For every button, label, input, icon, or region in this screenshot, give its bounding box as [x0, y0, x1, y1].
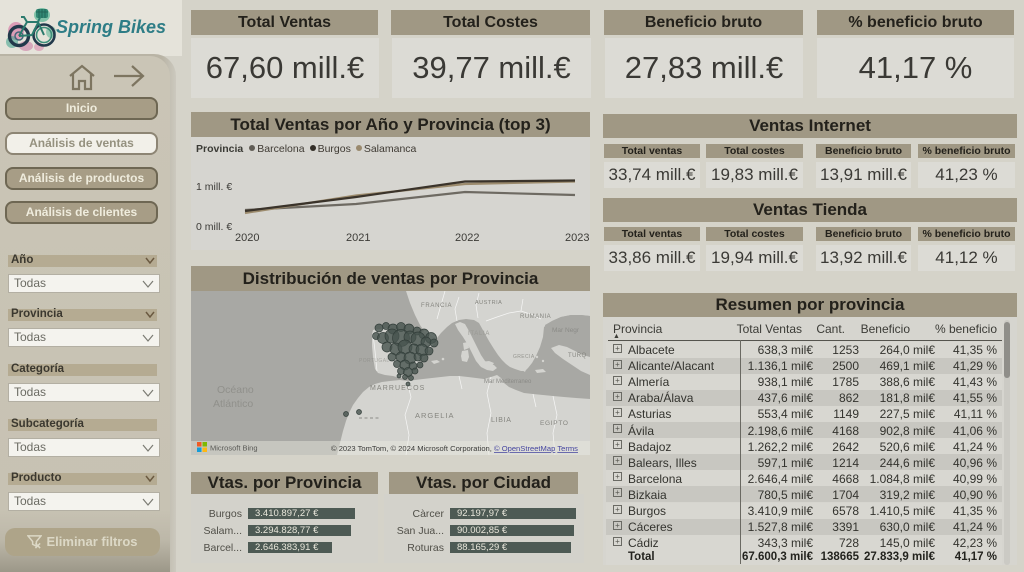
svg-text:Atlántico: Atlántico	[213, 398, 253, 410]
svg-text:ARGELIA: ARGELIA	[415, 411, 455, 420]
svg-text:2023: 2023	[565, 232, 589, 244]
svg-text:LIBIA: LIBIA	[491, 417, 512, 424]
svg-text:FRANCIA: FRANCIA	[421, 303, 452, 309]
svg-text:Mar Negr: Mar Negr	[552, 327, 580, 334]
svg-text:2020: 2020	[235, 232, 259, 244]
svg-text:GRECIA: GRECIA	[513, 354, 535, 360]
svg-text:© 2023 TomTom, © 2024 Microsof: © 2023 TomTom, © 2024 Microsoft Corporat…	[331, 444, 578, 453]
svg-text:1 mill. €: 1 mill. €	[196, 181, 232, 193]
svg-text:Microsoft Bing: Microsoft Bing	[210, 444, 258, 453]
svg-text:AUSTRIA: AUSTRIA	[475, 300, 502, 306]
svg-text:RUMANIA: RUMANIA	[520, 314, 551, 320]
svg-text:Mar Mediterraneo: Mar Mediterraneo	[484, 379, 532, 385]
svg-text:EGIPTO: EGIPTO	[540, 420, 569, 427]
svg-text:2021: 2021	[346, 232, 370, 244]
svg-text:0 mill. €: 0 mill. €	[196, 221, 232, 233]
svg-text:Océano: Océano	[217, 384, 254, 396]
svg-text:2022: 2022	[455, 232, 479, 244]
svg-text:MARRUECOS: MARRUECOS	[370, 385, 425, 392]
svg-text:TURQ: TURQ	[568, 353, 587, 359]
svg-text:PORTUGAL: PORTUGAL	[359, 358, 390, 364]
svg-text:ITALIA: ITALIA	[468, 331, 490, 337]
